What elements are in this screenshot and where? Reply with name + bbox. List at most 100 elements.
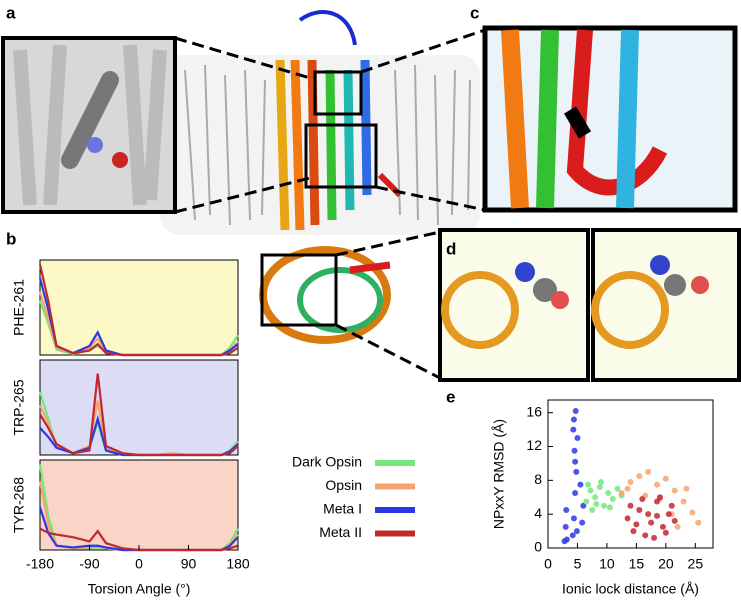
scatter-point: [572, 407, 579, 414]
y-axis-label: TYR-268: [11, 477, 27, 533]
scatter-point: [654, 498, 661, 505]
scatter-point: [639, 495, 646, 502]
scatter-point: [580, 502, 587, 509]
scatter-point: [596, 484, 603, 491]
scatter-point: [618, 490, 625, 497]
legend-label: Meta II: [319, 524, 362, 540]
scatter-point: [630, 528, 637, 535]
scatter-point: [570, 426, 577, 433]
x-tick-label: 90: [181, 556, 197, 572]
scatter-point: [600, 502, 607, 509]
y-tick-label: 12: [526, 437, 542, 453]
scatter-point: [668, 502, 675, 509]
panel-label: d: [446, 239, 456, 258]
x-axis-label: Ionic lock distance (Å): [562, 581, 699, 597]
x-tick-label: 25: [688, 556, 704, 572]
scatter-point: [683, 485, 690, 492]
scatter-point: [585, 481, 592, 488]
scatter-point: [659, 523, 666, 530]
scatter-point: [671, 487, 678, 494]
scatter-point: [665, 511, 672, 518]
scatter-point: [571, 447, 578, 454]
x-axis-label: Torsion Angle (°): [88, 581, 191, 597]
scatter-point: [624, 485, 631, 492]
scatter-point: [636, 473, 643, 480]
scatter-point: [583, 498, 590, 505]
panel-label: e: [446, 387, 455, 406]
y-tick-label: 8: [534, 471, 542, 487]
y-axis-label: TRP-265: [11, 379, 27, 435]
scatter-point: [563, 536, 570, 543]
scatter-point: [674, 523, 681, 530]
scatter-point: [589, 506, 596, 513]
plot-frame: [547, 399, 714, 549]
scatter-point: [605, 490, 612, 497]
scatter-point: [633, 521, 640, 528]
y-axis-label: PHE-261: [11, 279, 27, 336]
membrane-illustration: [160, 10, 480, 235]
plot-background: [39, 259, 239, 356]
scatter-point: [645, 511, 652, 518]
panel-label: c: [470, 3, 479, 22]
scatter-point: [587, 487, 594, 494]
x-tick-label: 0: [135, 556, 143, 572]
x-tick-label: 20: [658, 556, 674, 572]
y-tick-label: 16: [526, 403, 542, 419]
scatter-point: [662, 475, 669, 482]
plot-background: [39, 459, 239, 551]
legend-label: Dark Opsin: [292, 454, 362, 470]
x-tick-label: 10: [599, 556, 615, 572]
scatter-point: [577, 481, 584, 488]
scatter-point: [598, 479, 605, 486]
scatter-point: [642, 532, 649, 539]
scatter-point: [570, 515, 577, 522]
x-tick-label: 5: [574, 556, 582, 572]
scatter-point: [671, 517, 678, 524]
legend-label: Meta I: [323, 501, 362, 517]
series-line: [38, 264, 239, 357]
scatter-point: [656, 494, 663, 501]
panel-label: a: [6, 3, 16, 22]
scatter-point: [570, 416, 577, 423]
x-tick-label: -180: [26, 556, 54, 572]
scatter-point: [651, 534, 658, 541]
scatter-point: [627, 479, 634, 486]
scatter-point: [609, 495, 616, 502]
x-tick-label: 0: [544, 556, 552, 572]
scatter-point: [569, 532, 576, 539]
scatter-point: [648, 519, 655, 526]
scatter-point: [695, 519, 702, 526]
panel-label: b: [6, 229, 16, 248]
scatter-point: [689, 509, 696, 516]
scatter-point: [654, 512, 661, 519]
scatter-point: [654, 481, 661, 488]
scatter-point: [645, 468, 652, 475]
scatter-point: [680, 498, 687, 505]
scatter-point: [627, 502, 634, 509]
panel-c-image: [482, 25, 738, 213]
series-line: [39, 373, 239, 457]
scatter-point: [563, 506, 570, 513]
scatter-point: [572, 458, 579, 465]
scatter-point: [662, 529, 669, 536]
scatter-point: [592, 494, 599, 501]
y-tick-label: 0: [534, 539, 542, 555]
y-axis-label: NPxxY RMSD (Å): [491, 419, 507, 529]
panel-d-image: [259, 228, 741, 382]
legend-label: Opsin: [325, 477, 362, 493]
scatter-point: [624, 515, 631, 522]
y-tick-label: 4: [534, 505, 542, 521]
scatter-point: [562, 523, 569, 530]
scatter-point: [579, 519, 586, 526]
scatter-point: [572, 490, 579, 497]
scatter-point: [606, 504, 613, 511]
scatter-point: [573, 528, 580, 535]
x-tick-label: 15: [629, 556, 645, 572]
scatter-point: [614, 485, 621, 492]
x-tick-label: 180: [226, 556, 250, 572]
plot-background: [39, 359, 239, 456]
scatter-point: [636, 506, 643, 513]
x-tick-label: -90: [79, 556, 99, 572]
scatter-point: [574, 435, 581, 442]
